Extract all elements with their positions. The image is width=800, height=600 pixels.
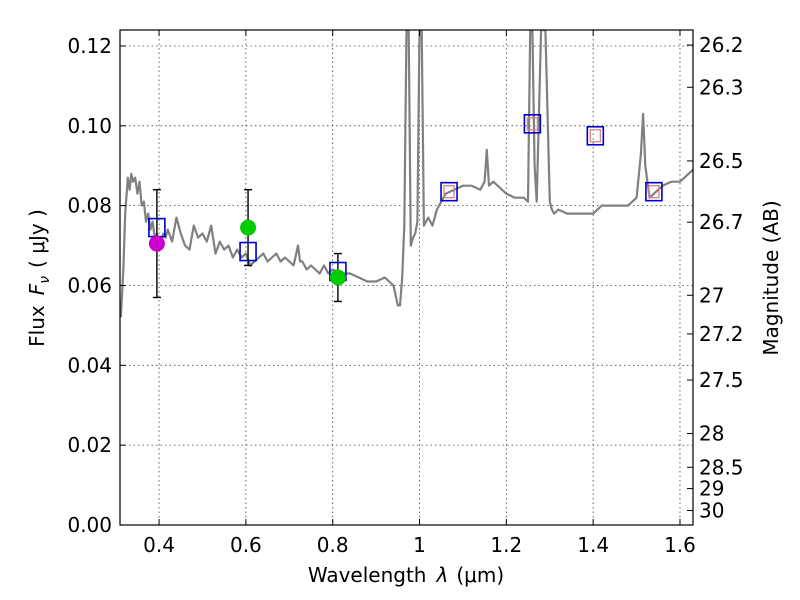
y-tick-label: 0.04 <box>67 353 112 377</box>
model-photometry-square <box>586 125 605 146</box>
y-axis-label: FluxFν( μJy ) <box>25 209 53 347</box>
y2-tick-label: 26.5 <box>699 149 744 173</box>
observed-flux-point <box>240 219 257 236</box>
y-tick-label: 0.02 <box>67 433 112 457</box>
y-tick-label: 0.06 <box>67 273 112 297</box>
model-photometry-square <box>523 114 542 134</box>
x-tick-label: 1.6 <box>664 533 696 557</box>
y-tick-label: 0.00 <box>67 513 112 537</box>
y2-axis-label: Magnitude (AB) <box>759 200 783 355</box>
x-tick-label: 1.4 <box>577 533 609 557</box>
y2-tick-label: 28.5 <box>699 455 744 479</box>
model-photometry-square <box>239 241 257 262</box>
y2-tick-label: 29 <box>699 477 724 501</box>
upper-limit-square <box>526 117 539 131</box>
x-tick-label: 0.6 <box>230 533 262 557</box>
observed-flux-point <box>329 269 346 286</box>
y2-tick-label: 27 <box>699 283 724 307</box>
x-tick-label: 0.4 <box>143 533 175 557</box>
x-tick-label: 1 <box>413 533 426 557</box>
y2-tick-label: 27.5 <box>699 368 744 392</box>
y2-tick-label: 26.2 <box>699 33 744 57</box>
axes: 0.4 0.6 0.8 1 1.2 1.4 1.6 0.00 0.02 0.04 0.06 0.08 0… <box>67 30 744 557</box>
y-tick-label: 0.12 <box>67 34 112 58</box>
plot-area <box>120 30 693 318</box>
upper-limit-square <box>443 185 455 199</box>
x-tick-label: 0.8 <box>317 533 349 557</box>
y2-tick-label: 30 <box>699 499 724 523</box>
model-photometry-square <box>645 181 663 202</box>
model-photometry-square <box>440 181 458 202</box>
y2-tick-label: 26.7 <box>699 210 744 234</box>
upper-limit-square <box>648 185 660 199</box>
plot-frame <box>119 29 694 526</box>
y-tick-label: 0.10 <box>67 114 112 138</box>
y2-tick-label: 26.3 <box>699 75 744 99</box>
sed-spectrum-line <box>120 30 693 318</box>
x-tick-label: 1.2 <box>490 533 522 557</box>
y-tick-label: 0.08 <box>67 194 112 218</box>
y2-tick-label: 28 <box>699 422 724 446</box>
observed-flux-point <box>148 235 165 252</box>
upper-limit-square <box>589 129 601 143</box>
x-axis-label: Wavelength λ (μm) <box>308 563 504 587</box>
y2-tick-label: 27.2 <box>699 322 744 346</box>
